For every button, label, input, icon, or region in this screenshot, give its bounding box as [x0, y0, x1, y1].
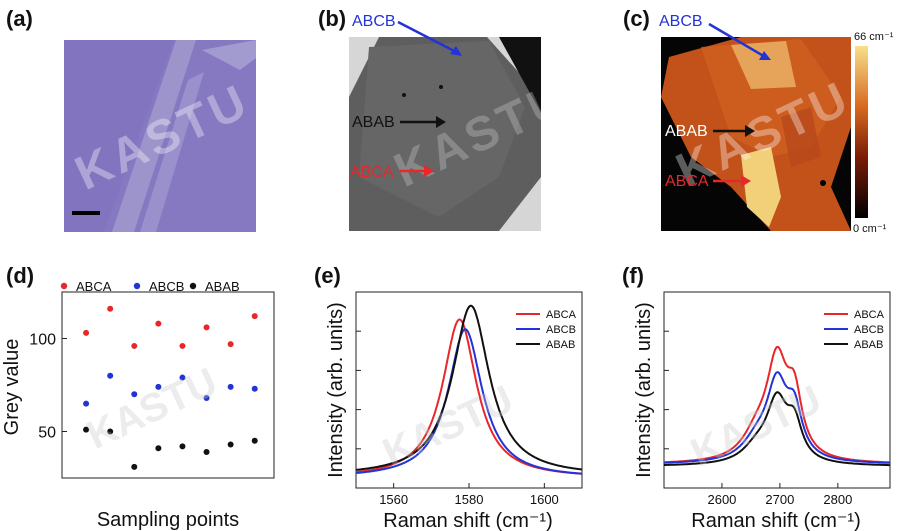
y-axis-label-d: Grey value [1, 339, 23, 436]
point-abcb [155, 383, 162, 390]
point-abab [107, 428, 114, 435]
panel-label-d: (d) [6, 263, 35, 288]
legend-marker-d [133, 282, 141, 290]
x-axis-label-e: Raman shift (cm⁻¹) [383, 510, 552, 531]
point-abca [179, 342, 186, 349]
legend-label-d: ABAB [205, 279, 240, 294]
panel-label-a: (a) [6, 6, 33, 31]
series-line-abab [664, 391, 890, 467]
axes-frame-f [663, 291, 891, 489]
point-abab [83, 426, 90, 433]
point-abab [227, 441, 234, 448]
point-abab [155, 445, 162, 452]
x-tick-label: 2600 [707, 492, 736, 507]
x-tick-label: 1560 [379, 492, 408, 507]
point-abab [251, 437, 258, 444]
legend-label: ABCA [546, 309, 577, 321]
label-abab-c: ABAB [665, 123, 708, 140]
point-abca [155, 320, 162, 327]
annotations-b: ABCB ABAB ABCA [350, 13, 462, 181]
label-abca-b: ABCA [350, 164, 394, 181]
axes-frame-d [61, 291, 275, 479]
x-tick-label: 1580 [455, 492, 484, 507]
point-abcb [131, 391, 138, 398]
legend-label-d: ABCB [149, 279, 184, 294]
colorbar-min: 0 cm⁻¹ [853, 223, 887, 235]
colorbar-max: 66 cm⁻¹ [854, 31, 894, 43]
y-axis-label-f: Intensity (arb. units) [633, 302, 655, 478]
point-abcb [107, 372, 114, 379]
series-line-abab [355, 304, 583, 471]
grey-value-image: KASTU [349, 37, 541, 231]
watermark: KASTU [684, 377, 827, 475]
panel-label-c: (c) [623, 6, 650, 31]
label-abcb-b: ABCB [352, 13, 396, 30]
y-tick-label-d: 100 [29, 332, 56, 349]
legend-label: ABAB [854, 339, 883, 351]
watermark: KASTU [80, 360, 223, 458]
x-tick-label: 2800 [823, 492, 852, 507]
series-line-abcb [664, 371, 890, 464]
x-tick-label: 1600 [530, 492, 559, 507]
x-axis-label-f: Raman shift (cm⁻¹) [691, 510, 860, 531]
y-axis-label-e: Intensity (arb. units) [325, 302, 347, 478]
legend-label: ABCB [546, 324, 576, 336]
label-abca-c: ABCA [665, 173, 709, 190]
point-abab [131, 463, 138, 470]
point-abcb [227, 383, 234, 390]
point-abab [179, 443, 186, 450]
point-abcb [251, 385, 258, 392]
label-abab-b: ABAB [352, 114, 395, 131]
point-abca [131, 342, 138, 349]
raman-map: KASTU [661, 37, 851, 231]
colorbar [855, 46, 868, 218]
legend-label-d: ABCA [76, 279, 112, 294]
chart-f: Intensity (arb. units) Raman shift (cm⁻¹… [633, 291, 891, 531]
chart-d: Grey value Sampling points 50 100 ABCA ABC… [1, 279, 275, 531]
chart-e: Intensity (arb. units) Raman shift (cm⁻¹… [325, 291, 583, 531]
label-abcb-c: ABCB [659, 13, 703, 30]
point-abca [83, 329, 90, 336]
point-abca [227, 341, 234, 348]
series-line-abcb [355, 328, 583, 475]
optical-image: KASTU [64, 40, 256, 232]
point-abca [203, 324, 210, 331]
legend-label: ABAB [546, 339, 575, 351]
panel-label-f: (f) [622, 263, 644, 288]
y-tick-label-d: 50 [38, 425, 56, 442]
x-tick-label: 2700 [765, 492, 794, 507]
point-abcb [203, 395, 210, 402]
point-abca [107, 305, 114, 312]
legend-label: ABCB [854, 324, 884, 336]
point-abcb [83, 400, 90, 407]
point-abca [251, 313, 258, 320]
panel-label-b: (b) [318, 6, 347, 31]
annotations-c: ABCB ABAB ABCA 66 cm⁻¹ 0 cm⁻¹ [659, 13, 894, 235]
legend-marker-d [189, 282, 197, 290]
panel-label-e: (e) [314, 263, 341, 288]
legend-marker-d [60, 282, 68, 290]
point-abcb [179, 374, 186, 381]
legend-label: ABCA [854, 309, 885, 321]
point-abab [203, 448, 210, 455]
x-axis-label-d: Sampling points [97, 509, 239, 531]
